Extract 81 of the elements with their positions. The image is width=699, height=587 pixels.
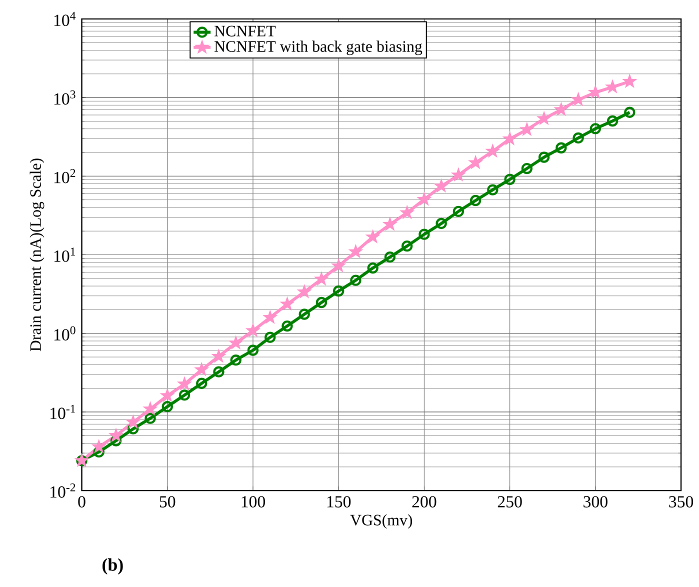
point [228,334,244,350]
point [247,344,259,356]
point [400,204,415,220]
point [126,414,141,429]
y-tick-label: 10$^{-2}$ [50,483,76,498]
point [402,240,413,252]
x-tick-label: 250 [498,496,522,508]
point [502,130,518,146]
point [162,400,173,412]
point [382,216,398,231]
point [314,271,330,286]
point [590,122,602,134]
point [348,244,364,258]
point [128,423,139,434]
point [108,428,124,442]
point [142,400,158,416]
y-tick-label: 10$^{2}$ [54,168,76,184]
point [536,110,552,126]
point [298,308,310,320]
y-tick-label: 10$^{4}$ [54,12,76,26]
y-tick-label: 10$^{3}$ [54,90,76,105]
point [416,191,432,206]
x-axis-title: VGS(mv) [350,514,412,529]
point [316,296,328,308]
legend-label: NCNFET with back gate biasing [214,40,422,55]
point [434,178,449,193]
point [280,296,295,311]
x-tick-label: 50 [160,496,176,508]
point [110,435,122,446]
point [367,262,378,274]
point [194,362,210,376]
point [196,378,208,389]
point [452,206,464,217]
point [487,184,498,196]
point [521,162,533,174]
point [144,412,156,424]
point [296,284,312,298]
point [331,258,346,272]
y-axis-title: Drain current (nA)(Log Scale) [30,158,44,352]
x-tick-label: 350 [669,496,694,508]
x-tick-label: 0 [78,496,86,508]
point [230,354,242,366]
point [485,143,500,158]
x-tick-label: 150 [327,496,351,508]
y-tick-label: 10$^{0}$ [54,326,76,340]
point [262,309,278,324]
point [211,348,226,363]
x-tick-label: 200 [412,496,436,508]
point [470,194,482,206]
text: (b) [102,558,123,574]
legend-label: NCNFET [214,26,276,36]
point [554,102,569,116]
point [282,320,293,332]
x-tick-label: 100 [242,496,266,508]
point [572,132,584,144]
point [91,438,106,454]
point [504,174,516,185]
y-tick-label: 10$^{-1}$ [50,404,76,419]
point [606,115,618,126]
y-tick-label: 10$^{1}$ [54,248,76,262]
point [176,376,192,390]
point [264,332,276,343]
point [178,389,190,401]
point [468,154,484,170]
point [519,122,535,136]
x-tick-label: 300 [584,496,608,508]
point [418,228,430,240]
point [350,274,362,286]
point [384,251,396,262]
point [213,366,224,378]
point [160,388,175,402]
point [538,152,550,163]
point [436,218,447,229]
point [333,285,344,296]
point [622,73,638,88]
point [245,322,261,338]
point [365,228,380,244]
point [93,446,104,458]
point [450,167,466,182]
point [556,142,567,154]
point [624,106,636,118]
